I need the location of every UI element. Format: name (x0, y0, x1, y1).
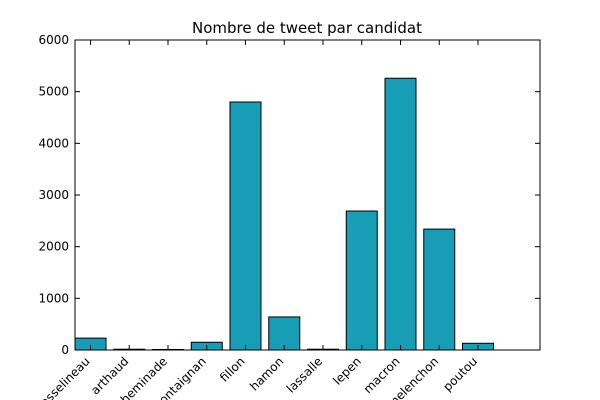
bar (423, 228, 456, 351)
x-tick-label: poutou (440, 354, 480, 394)
x-tick-label: fillon (217, 354, 248, 385)
y-tick-label: 3000 (38, 188, 69, 202)
y-tick-label: 2000 (38, 240, 69, 254)
bar (229, 101, 262, 351)
bar (345, 210, 378, 351)
bar (268, 316, 301, 351)
x-tick-label: asselineau (38, 354, 93, 400)
y-tick-label: 1000 (38, 291, 69, 305)
chart-title: Nombre de tweet par candidat (192, 19, 422, 37)
plot-frame (74, 39, 541, 351)
x-tick-label: hamon (247, 354, 286, 393)
bar (384, 77, 417, 351)
x-tick-label: lepen (330, 354, 363, 387)
y-tick-label: 4000 (38, 136, 69, 150)
y-tick-label: 0 (61, 343, 69, 357)
x-tick-label: lassalle (284, 354, 325, 395)
y-tick-label: 5000 (38, 85, 69, 99)
y-tick-label: 6000 (38, 33, 69, 47)
